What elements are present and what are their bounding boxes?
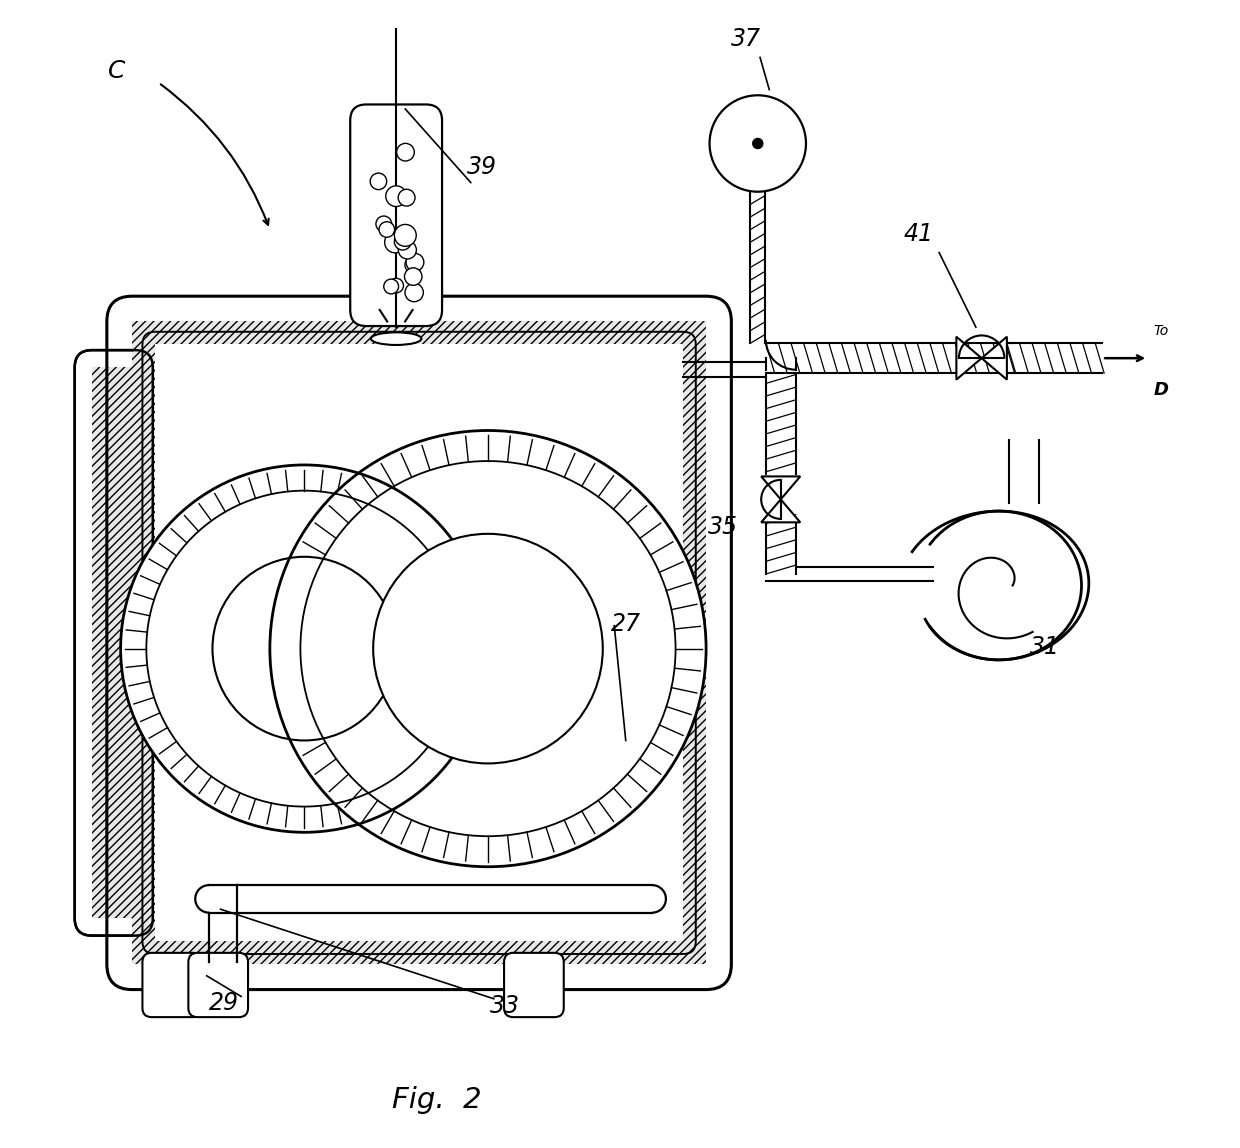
Circle shape [398, 189, 415, 207]
Circle shape [376, 216, 392, 232]
Polygon shape [761, 476, 800, 499]
Circle shape [379, 222, 394, 238]
Text: D: D [1153, 381, 1169, 400]
Text: 27: 27 [611, 612, 641, 636]
Circle shape [371, 173, 387, 189]
Text: Fig.  2: Fig. 2 [392, 1086, 481, 1114]
Circle shape [394, 225, 417, 247]
Circle shape [405, 256, 422, 273]
Text: C: C [108, 60, 126, 83]
Bar [92, 367, 135, 390]
Bar [133, 941, 706, 964]
Circle shape [383, 279, 398, 294]
FancyBboxPatch shape [350, 104, 441, 326]
Circle shape [212, 557, 396, 740]
Circle shape [405, 284, 423, 302]
Text: 39: 39 [467, 155, 497, 179]
Circle shape [384, 232, 405, 253]
Circle shape [709, 95, 806, 192]
Polygon shape [982, 336, 1007, 380]
Text: 29: 29 [208, 991, 239, 1015]
Circle shape [404, 267, 422, 286]
Circle shape [270, 430, 706, 867]
Bar [133, 321, 155, 964]
Text: 31: 31 [1029, 635, 1060, 659]
Bar [133, 321, 706, 344]
Text: To: To [1153, 324, 1169, 338]
Circle shape [751, 138, 764, 149]
Text: 35: 35 [708, 514, 738, 538]
Text: 41: 41 [904, 222, 934, 246]
Circle shape [397, 144, 414, 161]
Polygon shape [956, 336, 982, 380]
Circle shape [373, 534, 603, 763]
FancyBboxPatch shape [188, 953, 248, 1017]
Circle shape [394, 233, 412, 250]
Bar [92, 367, 115, 918]
Ellipse shape [371, 333, 422, 344]
Bar [683, 321, 706, 964]
FancyBboxPatch shape [503, 953, 564, 1017]
Circle shape [405, 254, 424, 271]
Polygon shape [761, 499, 800, 522]
FancyBboxPatch shape [143, 953, 202, 1017]
Text: 33: 33 [490, 993, 521, 1017]
Circle shape [120, 465, 489, 832]
FancyBboxPatch shape [107, 296, 732, 990]
Bar [92, 895, 135, 918]
Circle shape [389, 278, 403, 293]
Circle shape [386, 186, 407, 207]
FancyBboxPatch shape [74, 350, 153, 936]
Bar [113, 367, 135, 918]
Text: 37: 37 [732, 26, 761, 51]
Circle shape [398, 241, 417, 259]
